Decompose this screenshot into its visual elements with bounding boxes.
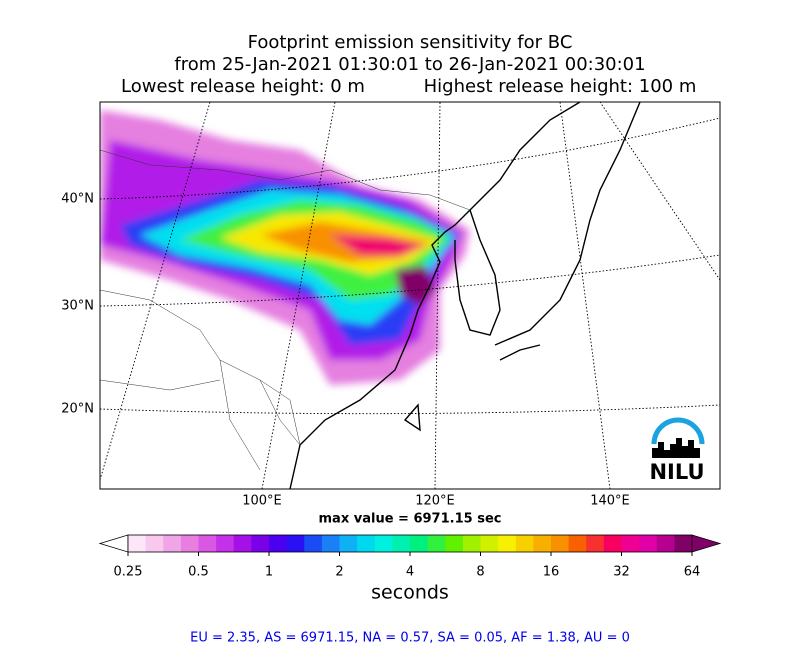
- lon-label: 140°E: [590, 494, 630, 509]
- colorbar-tick-label: 8: [476, 565, 484, 580]
- colorbar-segment: [269, 535, 288, 552]
- colorbar-segment: [586, 535, 605, 552]
- colorbar-tick-label: 4: [406, 565, 414, 580]
- colorbar-segment: [251, 535, 270, 552]
- colorbar-segment: [145, 535, 164, 552]
- colorbar-segment: [533, 535, 552, 552]
- colorbar-tick-label: 2: [335, 565, 343, 580]
- colorbar-segment: [498, 535, 517, 552]
- lon-label: 120°E: [415, 494, 455, 509]
- max-value: max value = 6971.15 sec: [319, 512, 502, 527]
- nilu-logo: NILU: [649, 417, 705, 484]
- colorbar-segment: [321, 535, 340, 552]
- title-line: from 25-Jan-2021 01:30:01 to 26-Jan-2021…: [174, 54, 645, 75]
- colorbar-tick-label: 0.5: [188, 565, 209, 580]
- lat-label: 20°N: [61, 402, 94, 417]
- logo-text: NILU: [649, 460, 704, 484]
- colorbar-tick-label: 64: [684, 565, 701, 580]
- title-line: Footprint emission sensitivity for BC: [248, 32, 573, 53]
- release-high: Highest release height: 100 m: [424, 76, 697, 97]
- colorbar-segment: [216, 535, 235, 552]
- colorbar-segment: [603, 535, 622, 552]
- colorbar-segment: [374, 535, 393, 552]
- footer: EU = 2.35, AS = 6971.15, NA = 0.57, SA =…: [190, 631, 630, 646]
- colorbar-segment: [639, 535, 658, 552]
- colorbar-segment: [515, 535, 534, 552]
- colorbar-segment: [357, 535, 376, 552]
- colorbar-segment: [198, 535, 217, 552]
- colorbar: 0.25 0.5 1 2 4 8 16 32 64: [98, 534, 722, 580]
- colorbar-tick-label: 16: [543, 565, 560, 580]
- colorbar-segment: [445, 535, 464, 552]
- colorbar-segment: [674, 535, 693, 552]
- colorbar-segment: [551, 535, 570, 552]
- coastline: [289, 102, 641, 489]
- colorbar-label: seconds: [371, 582, 449, 604]
- colorbar-segment: [462, 535, 481, 552]
- borders: [100, 149, 471, 471]
- colorbar-segment: [163, 535, 182, 552]
- colorbar-tick-label: 0.25: [114, 565, 143, 580]
- colorbar-segment: [392, 535, 411, 552]
- colorbar-segment: [286, 535, 305, 552]
- colorbar-tick-label: 1: [265, 565, 273, 580]
- colorbar-segment: [339, 535, 358, 552]
- map-frame: [99, 101, 721, 490]
- release-low: Lowest release height: 0 m: [121, 76, 365, 97]
- colorbar-segment: [304, 535, 323, 552]
- plume: [100, 110, 470, 385]
- colorbar-segment: [233, 535, 252, 552]
- lat-label: 30°N: [61, 299, 94, 314]
- colorbar-segment: [410, 535, 429, 552]
- colorbar-segment: [180, 535, 199, 552]
- colorbar-extend-high: [691, 534, 722, 553]
- lon-label: 100°E: [242, 494, 282, 509]
- colorbar-segment: [128, 535, 147, 552]
- lat-label: 40°N: [61, 192, 94, 207]
- colorbar-tick-label: 32: [613, 565, 630, 580]
- colorbar-segment: [427, 535, 446, 552]
- colorbar-segment: [480, 535, 499, 552]
- colorbar-segment: [568, 535, 587, 552]
- graticule: [100, 102, 720, 489]
- colorbar-segment: [656, 535, 675, 552]
- map: [100, 102, 720, 489]
- colorbar-extend-low: [98, 534, 129, 553]
- colorbar-segment: [621, 535, 640, 552]
